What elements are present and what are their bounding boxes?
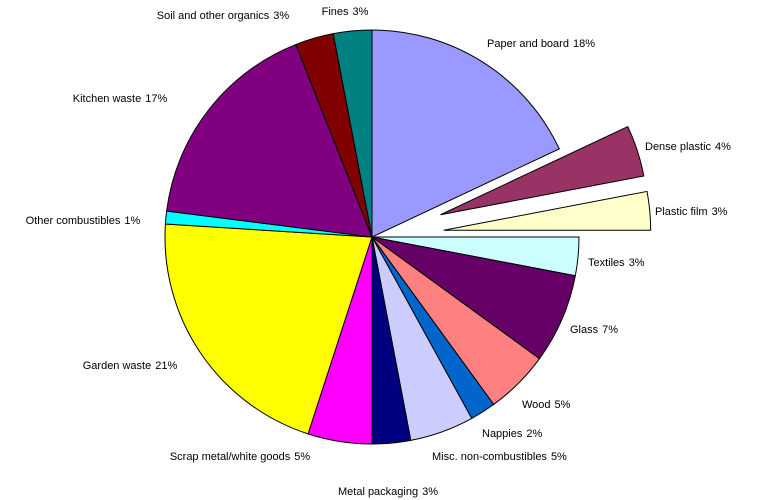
value-label: 5%: [555, 399, 571, 411]
category-label: Nappies: [482, 428, 523, 440]
slice-label: Textiles 3%: [588, 257, 645, 269]
pie-slice: [166, 43, 373, 238]
value-label: 5%: [551, 451, 567, 463]
slice-label: Wood 5%: [522, 399, 571, 411]
category-label: Other combustibles: [26, 215, 121, 227]
slice-label: Kitchen waste 17%: [73, 93, 168, 105]
value-label: 7%: [602, 324, 618, 336]
category-label: Misc. non-combustibles: [432, 451, 547, 463]
slice-label: Scrap metal/white goods 5%: [170, 451, 311, 463]
slice-label: Glass 7%: [570, 324, 618, 336]
slice-label: Metal packaging 3%: [338, 486, 438, 498]
value-label: 5%: [294, 451, 310, 463]
value-label: 3%: [629, 257, 645, 269]
category-label: Garden waste: [83, 360, 151, 372]
category-label: Textiles: [588, 257, 625, 269]
value-label: 3%: [273, 10, 289, 22]
pie-slice: [164, 223, 373, 435]
value-label: 17%: [145, 93, 167, 105]
slice-label: Fines 3%: [322, 6, 369, 18]
slice-label: Plastic film 3%: [655, 206, 728, 218]
category-label: Dense plastic: [645, 141, 712, 153]
value-label: 21%: [155, 360, 177, 372]
slice-label: Paper and board 18%: [487, 38, 595, 50]
category-label: Fines: [322, 6, 349, 18]
value-label: 3%: [422, 486, 438, 498]
category-label: Soil and other organics: [157, 10, 270, 22]
value-label: 2%: [526, 428, 542, 440]
category-label: Glass: [570, 324, 599, 336]
value-label: 18%: [573, 38, 595, 50]
category-label: Plastic film: [655, 206, 708, 218]
value-label: 1%: [124, 215, 140, 227]
value-label: 4%: [715, 141, 731, 153]
category-label: Scrap metal/white goods: [170, 451, 291, 463]
slice-label: Garden waste 21%: [83, 360, 178, 372]
slice-label: Nappies 2%: [482, 428, 542, 440]
slice-label: Soil and other organics 3%: [157, 10, 290, 22]
slice-label: Dense plastic 4%: [645, 141, 731, 153]
slice-label: Misc. non-combustibles 5%: [432, 451, 567, 463]
value-label: 3%: [712, 206, 728, 218]
category-label: Paper and board: [487, 38, 569, 50]
pie-slice: [440, 125, 645, 216]
value-label: 3%: [353, 6, 369, 18]
slice-label: Other combustibles 1%: [26, 215, 141, 227]
category-label: Metal packaging: [338, 486, 418, 498]
category-label: Wood: [522, 399, 551, 411]
category-label: Kitchen waste: [73, 93, 141, 105]
pie-slice: [332, 29, 373, 238]
pie-slice: [443, 190, 652, 231]
pie-slice: [371, 29, 560, 238]
